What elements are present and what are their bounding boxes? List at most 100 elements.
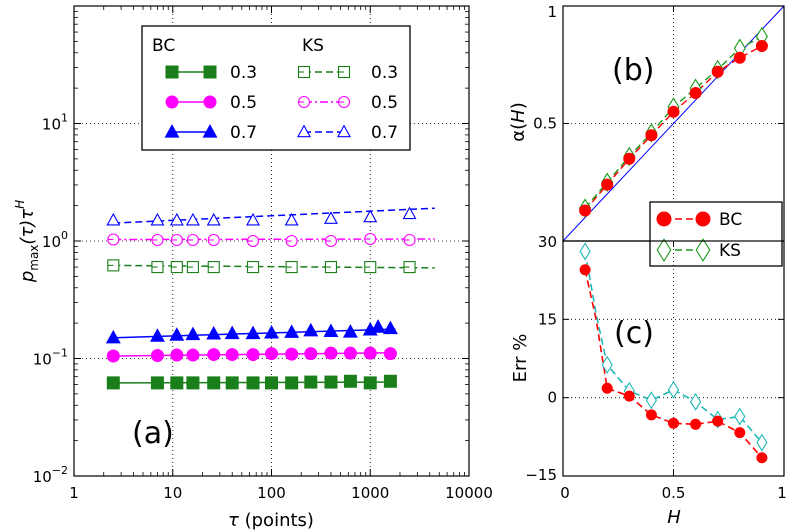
- panel-b-markers: [579, 26, 768, 218]
- legend-a-label-ks-07: 0.7: [371, 123, 398, 143]
- legend-b-handle-bc-marker-right: [695, 211, 711, 227]
- tick-label-a-x: 10: [163, 484, 182, 502]
- panel-a-frame: [73, 5, 470, 477]
- marker-b-bc: [667, 105, 680, 118]
- legend-a-title-bc: BC: [152, 36, 175, 56]
- panel-c-ylabel: Err %: [510, 334, 531, 383]
- marker-c-bc: [690, 418, 702, 430]
- tick-label-a-y: 10−2: [33, 464, 68, 486]
- marker-c-ks: [667, 380, 680, 399]
- marker-bc-03: [383, 374, 397, 388]
- marker-c-ks: [601, 355, 613, 374]
- tick-label-c-y: 15: [538, 310, 557, 328]
- series-line-ks-07: [113, 207, 435, 224]
- series-line-c-bc: [584, 269, 763, 459]
- marker-ks-07: [323, 211, 338, 224]
- tick-label-a-y: 101: [42, 112, 68, 134]
- panel-c-lines: [584, 251, 763, 459]
- marker-c-bc: [579, 264, 591, 276]
- marker-bc-03: [186, 376, 200, 390]
- tick-label-c-y: −15: [525, 466, 557, 484]
- marker-bc-07: [150, 328, 165, 342]
- marker-bc-03: [106, 376, 120, 390]
- marker-bc-03: [150, 376, 164, 390]
- marker-b-bc: [733, 51, 746, 64]
- legend-b-handle-ks-marker-left: [656, 238, 672, 262]
- marker-bc-03: [225, 376, 239, 390]
- marker-bc-03: [207, 376, 221, 390]
- marker-bc-07: [284, 324, 300, 338]
- marker-c-bc: [712, 415, 724, 427]
- marker-bc-07: [185, 326, 201, 341]
- series-line-c-ks: [584, 251, 763, 444]
- marker-bc-03: [324, 375, 338, 389]
- marker-bc-07: [206, 325, 222, 340]
- marker-c-ks: [690, 392, 702, 411]
- legend-b-label-bc: BC: [719, 210, 742, 230]
- panel-c-grid: [563, 241, 784, 476]
- marker-bc-05: [225, 348, 239, 362]
- marker-ks-07: [363, 209, 378, 223]
- legend-a-label-bc-03: 0.3: [230, 63, 257, 83]
- marker-ks-07: [185, 212, 200, 226]
- marker-bc-05: [170, 348, 184, 362]
- marker-bc-07: [323, 323, 339, 338]
- marker-c-ks: [734, 407, 746, 426]
- legend-a-label-ks-05: 0.5: [371, 93, 398, 113]
- tick-label-a-y: 100: [42, 229, 68, 251]
- marker-b-bc: [601, 178, 614, 191]
- marker-bc-03: [285, 376, 299, 390]
- marker-c-ks: [756, 433, 768, 452]
- marker-ks-07: [106, 212, 121, 226]
- panel-b: 0.51 (b) BC KS α(H): [508, 3, 785, 267]
- marker-c-bc: [756, 452, 768, 464]
- legend-b-box: [649, 201, 783, 267]
- legend-b-handle-ks-marker-right: [695, 238, 711, 262]
- panel-b-letter: (b): [612, 53, 654, 88]
- legend-a-label-bc-05: 0.5: [230, 93, 257, 113]
- legend-a-box: [141, 25, 411, 151]
- legend-b-handle-bc-marker-left: [656, 211, 672, 227]
- marker-c-bc: [668, 417, 679, 429]
- legend-a-handles: [164, 65, 351, 138]
- marker-bc-07: [169, 327, 185, 341]
- marker-c-bc: [734, 427, 746, 439]
- legend-a-handle-bc-05-marker-right: [203, 95, 217, 109]
- marker-bc-07: [264, 325, 279, 339]
- marker-bc-07: [382, 320, 398, 335]
- marker-c-ks: [579, 242, 591, 261]
- marker-ks-07: [150, 212, 165, 226]
- panel-c-ticks: [563, 241, 784, 476]
- tick-label-a-x: 1000: [351, 484, 389, 502]
- marker-bc-05: [106, 349, 120, 363]
- panel-b-tick-labels: 0.51: [533, 3, 557, 133]
- marker-bc-03: [304, 375, 318, 389]
- marker-b-bc: [689, 86, 702, 99]
- tick-label-c-y: 0: [547, 389, 557, 407]
- series-line-ks-03: [113, 264, 435, 269]
- tick-label-c-y: 30: [538, 233, 557, 251]
- marker-ks-07: [169, 212, 184, 226]
- tick-label-c-x: 0: [560, 484, 570, 502]
- panel-a-legend: BC KS 0.3 0.5 0.7 0.3 0.5 0.7: [141, 25, 411, 151]
- tick-label-c-x: 0.5: [662, 484, 686, 502]
- marker-bc-07: [245, 325, 261, 340]
- marker-bc-03: [170, 376, 184, 390]
- marker-bc-05: [207, 348, 221, 362]
- marker-c-ks: [645, 391, 657, 410]
- panel-c-frame: [562, 240, 785, 477]
- panel-a-ylabel: pmax(τ)τH: [13, 200, 41, 283]
- panel-a-markers: [105, 206, 417, 390]
- marker-c-bc: [623, 390, 635, 402]
- marker-ks-07: [402, 206, 417, 220]
- panel-a-letter: (a): [132, 416, 174, 451]
- marker-bc-05: [343, 346, 357, 360]
- marker-bc-07: [105, 329, 121, 344]
- legend-a-handle-bc-07-marker-left: [164, 124, 180, 138]
- legend-a-handle-bc-03-marker-left: [165, 65, 179, 79]
- tick-label-a-y: 10−1: [33, 347, 68, 369]
- marker-ks-07: [206, 212, 221, 226]
- marker-b-bc: [623, 152, 636, 165]
